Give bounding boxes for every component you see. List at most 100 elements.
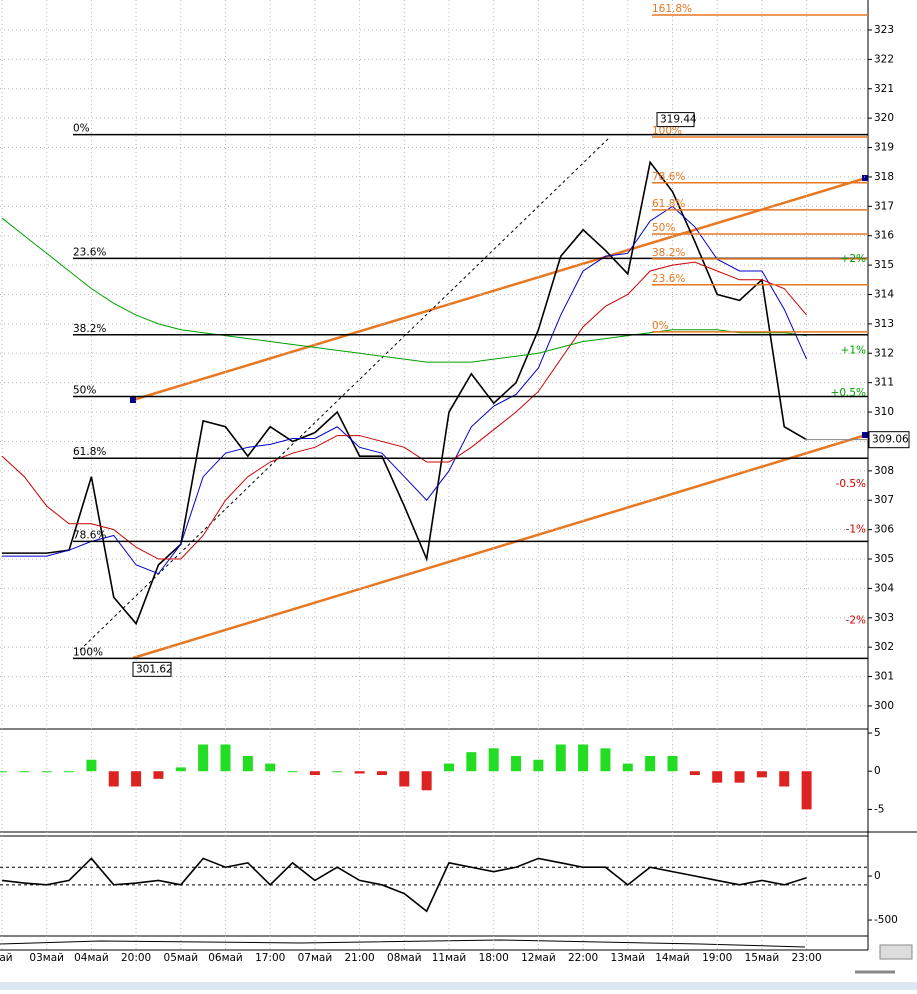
series-line [2,160,808,626]
x-tick-label: 12май [521,952,556,964]
percent-label: +2% [841,253,866,265]
fib-label: 23.6% [652,273,685,285]
bar [354,771,365,774]
series-line [1,857,807,913]
y-tick-label: 306 [874,524,894,536]
y-tick-label: 316 [874,230,894,242]
y-tick-label: 311 [874,377,894,389]
y-tick-label: 308 [874,465,894,477]
bar [466,752,477,772]
y-tick-label: 313 [874,318,894,330]
bar [287,771,298,773]
x-tick-label: 07май [298,952,333,964]
bar [756,771,767,778]
fib-label: 0% [73,123,90,135]
x-tick-label: май [0,952,13,964]
fib-label: 38.2% [652,247,685,259]
bar [734,771,745,783]
fib-label: 23.6% [73,246,106,258]
fib-label: 50% [652,222,675,234]
fib-label: 0% [652,320,669,332]
bar [600,748,611,772]
fib-label: 50% [73,384,96,396]
y-tick-label: -5 [874,803,884,815]
bar [19,771,30,773]
handle [862,432,868,438]
x-tick-label: 19:00 [702,952,732,964]
x-tick-label: 14май [655,952,690,964]
callout-box [132,661,172,677]
status-strip [0,982,917,990]
bar [511,755,522,772]
bar [64,771,75,773]
bar [242,755,253,772]
x-tick-label: 21:00 [344,952,374,964]
bar [555,744,566,772]
y-tick-label: 319 [874,142,894,154]
y-tick-label: 307 [874,494,894,506]
bar [332,771,343,773]
trend-line [132,176,867,402]
y-tick-label: 0 [874,870,881,882]
y-tick-label: 312 [874,347,894,359]
percent-label: -2% [846,615,866,627]
callout: 301.62 [136,663,173,675]
x-tick-label: 17:00 [255,952,285,964]
y-tick-label: 0 [874,765,881,777]
scroll-button[interactable] [879,944,913,960]
bar [198,744,209,772]
last-price-box [868,431,910,449]
y-tick-label: 320 [874,112,894,124]
x-tick-label: 03май [29,952,64,964]
callout: 319.44 [660,114,697,126]
series-line [1,261,807,560]
x-tick-label: 13май [611,952,646,964]
bar [801,771,812,810]
x-tick-label: 08май [387,952,422,964]
bar [220,744,231,772]
bar [533,759,544,772]
bar [0,771,7,773]
bar [309,771,320,776]
x-tick-label: 23:00 [791,952,821,964]
bar [667,755,678,772]
bar [444,763,454,772]
y-tick-label: 301 [874,671,894,683]
bar [712,771,723,783]
x-tick-label: 20:00 [121,952,151,964]
y-tick-label: 321 [874,83,894,95]
x-tick-label: 22:00 [568,952,598,964]
trend-line [132,433,867,660]
y-tick-label: 318 [874,171,894,183]
y-tick-label: 305 [874,553,894,565]
percent-label: -0.5% [836,478,866,490]
percent-label: +0.5% [831,387,866,399]
series-line [1,217,807,363]
x-tick-label: 06май [208,952,243,964]
series-line [2,205,808,575]
bar [399,771,410,787]
x-tick-label: 18:00 [479,952,509,964]
y-tick-label: 5 [874,727,881,739]
fib-label: 61.8% [652,198,685,210]
last-price: 309.06 [872,434,909,446]
fib-label: 100% [73,646,103,658]
fib-label: 100% [652,125,682,137]
x-tick-label: 05май [164,952,199,964]
bar [153,771,164,779]
fib-label: 78.6% [652,171,685,183]
fib-diagonal [79,136,611,651]
bar [421,771,432,791]
y-tick-label: 323 [874,24,894,36]
percent-label: -1% [846,524,866,536]
bar [86,759,97,772]
bar [265,763,276,772]
fib-label: 78.6% [73,529,106,541]
x-tick-label: 04май [74,952,109,964]
bar [622,763,633,772]
bar [779,771,790,787]
handle [130,397,136,403]
